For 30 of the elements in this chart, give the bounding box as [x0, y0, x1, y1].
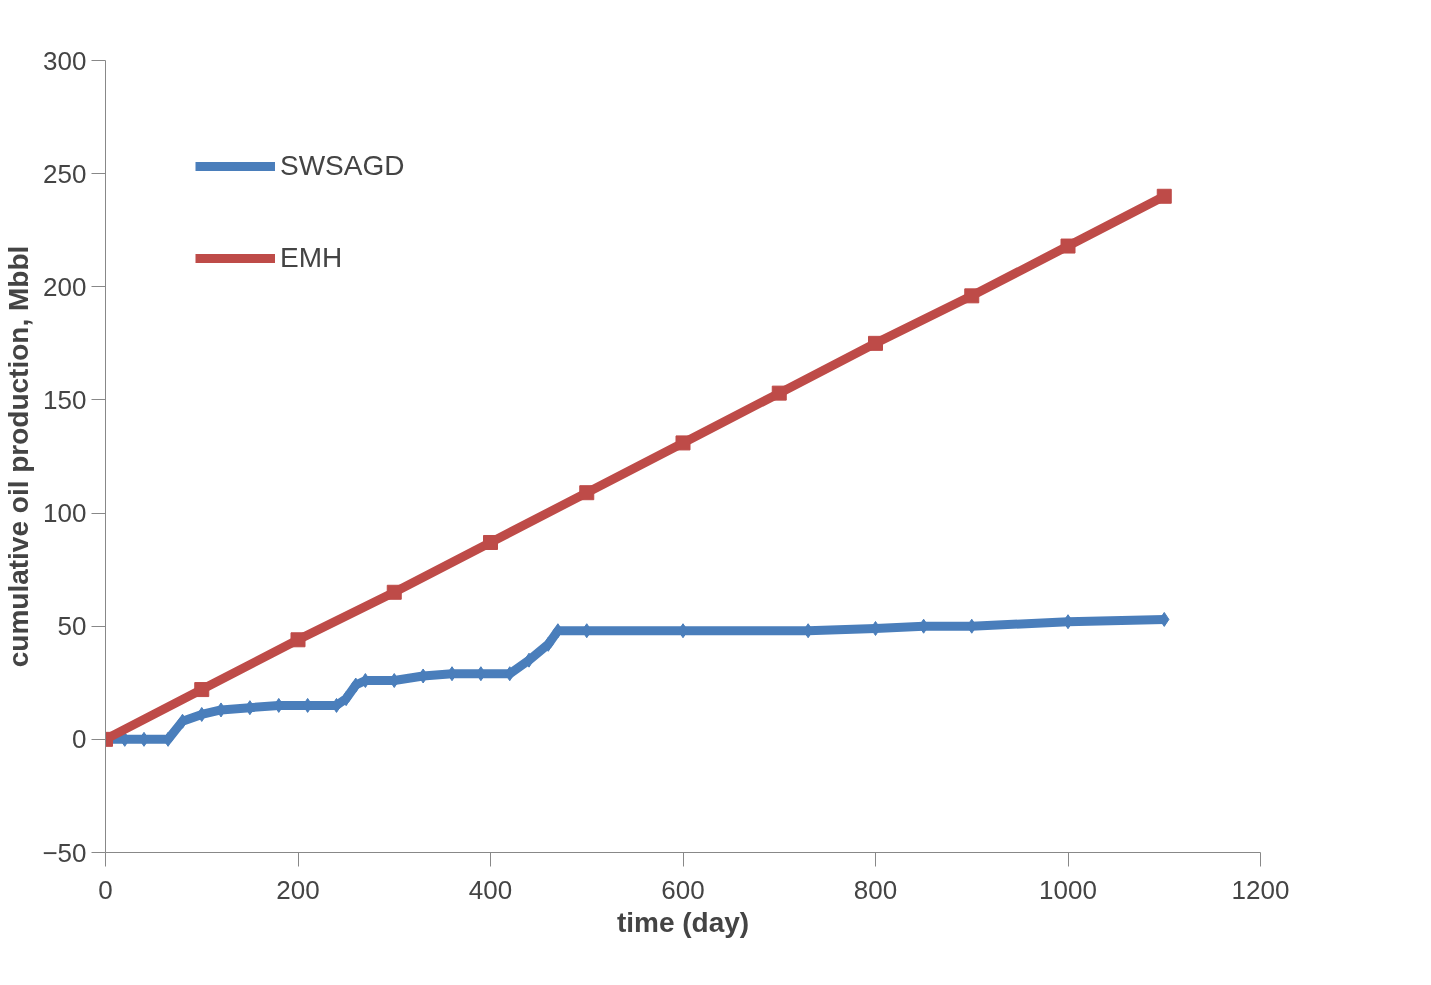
point [1060, 238, 1076, 254]
y-tick-label: 200 [43, 271, 87, 302]
point [194, 682, 210, 698]
y-tick-label: −50 [42, 837, 87, 868]
point [579, 485, 595, 501]
x-tick-label: 400 [468, 874, 513, 905]
point [386, 584, 402, 600]
y-tick-label: 250 [43, 158, 87, 189]
legend-label: SWSAGD [280, 150, 405, 182]
point [771, 385, 787, 401]
y-tick-label: 150 [43, 384, 87, 415]
y-tick-label: 0 [72, 724, 87, 755]
point [483, 534, 498, 550]
point [964, 288, 980, 304]
y-axis-title: cumulative oil production, Mbbl [3, 245, 35, 668]
x-tick-label: 1000 [1039, 874, 1097, 905]
point [868, 335, 883, 351]
y-tick-label: 100 [43, 498, 87, 529]
x-tick-label: 0 [98, 874, 113, 905]
x-tick-label: 1200 [1231, 874, 1290, 905]
point [675, 435, 691, 451]
x-tick-label: 800 [853, 874, 898, 905]
x-tick-label: 200 [276, 874, 320, 905]
x-axis-title: time (day) [616, 906, 750, 938]
legend-label: EMH [280, 242, 343, 274]
y-tick-label: 300 [43, 45, 87, 76]
point [1156, 188, 1172, 204]
y-tick-label: 50 [57, 611, 87, 642]
x-tick-label: 600 [661, 874, 705, 905]
point [290, 632, 306, 648]
